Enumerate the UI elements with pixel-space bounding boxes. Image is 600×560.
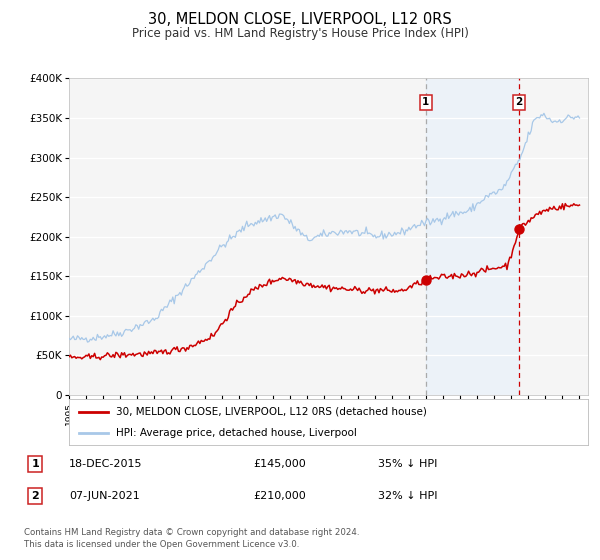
- Text: 18-DEC-2015: 18-DEC-2015: [68, 459, 142, 469]
- Text: 35% ↓ HPI: 35% ↓ HPI: [378, 459, 437, 469]
- Bar: [426, 78, 519, 395]
- Text: 2: 2: [31, 491, 39, 501]
- Text: Price paid vs. HM Land Registry's House Price Index (HPI): Price paid vs. HM Land Registry's House …: [131, 27, 469, 40]
- Text: 07-JUN-2021: 07-JUN-2021: [70, 491, 140, 501]
- Text: £145,000: £145,000: [253, 459, 306, 469]
- Text: Contains HM Land Registry data © Crown copyright and database right 2024.: Contains HM Land Registry data © Crown c…: [24, 528, 359, 536]
- Text: £210,000: £210,000: [253, 491, 306, 501]
- Text: This data is licensed under the Open Government Licence v3.0.: This data is licensed under the Open Gov…: [24, 540, 299, 549]
- Text: 32% ↓ HPI: 32% ↓ HPI: [378, 491, 437, 501]
- Text: 30, MELDON CLOSE, LIVERPOOL, L12 0RS: 30, MELDON CLOSE, LIVERPOOL, L12 0RS: [148, 12, 452, 27]
- Text: 30, MELDON CLOSE, LIVERPOOL, L12 0RS (detached house): 30, MELDON CLOSE, LIVERPOOL, L12 0RS (de…: [116, 407, 427, 417]
- Text: 1: 1: [422, 97, 430, 107]
- Text: HPI: Average price, detached house, Liverpool: HPI: Average price, detached house, Live…: [116, 428, 356, 438]
- Text: 1: 1: [31, 459, 39, 469]
- Text: 2: 2: [515, 97, 523, 107]
